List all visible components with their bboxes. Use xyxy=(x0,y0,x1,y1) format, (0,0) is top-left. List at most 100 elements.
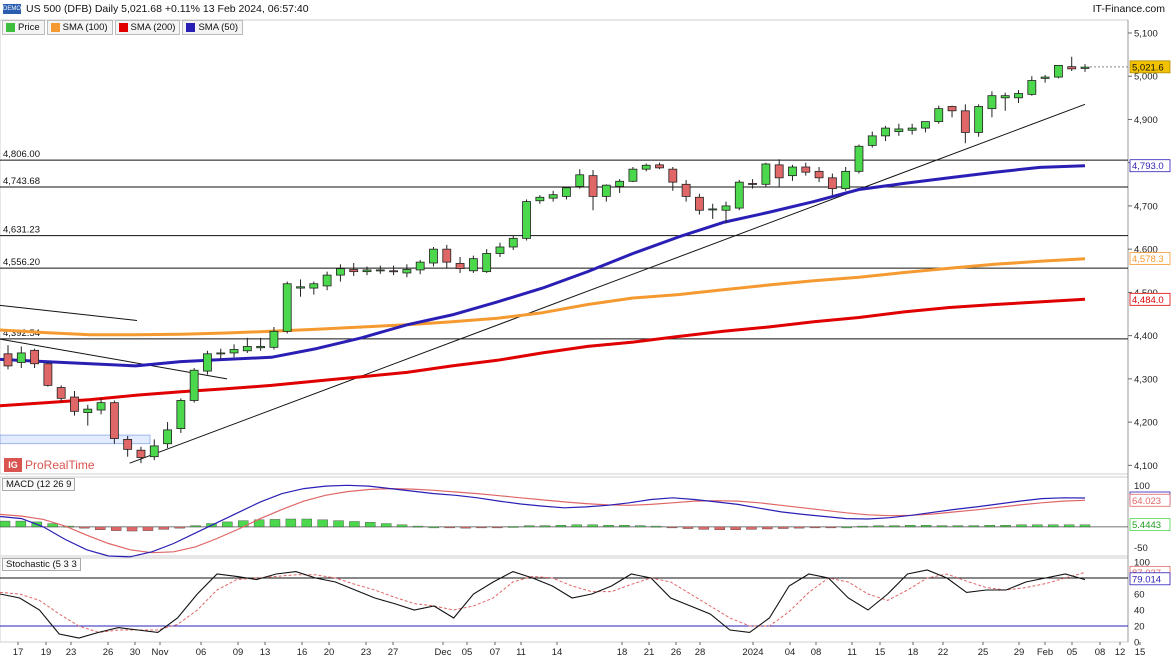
x-tick-label: 08 xyxy=(811,647,822,658)
price-tag-bg xyxy=(1129,252,1171,265)
candle-body xyxy=(748,183,757,185)
candle-body xyxy=(296,286,305,289)
level-label: 4,743.68 xyxy=(3,176,40,187)
x-tick-label: 11 xyxy=(516,647,526,658)
price-tick-label: 4,900 xyxy=(1134,115,1158,126)
macd-histogram-bar xyxy=(968,525,980,528)
macd-histogram-bar xyxy=(698,526,710,530)
stoch-d-line xyxy=(0,571,1086,633)
macd-histogram-bar xyxy=(158,526,170,530)
macd-histogram-bar xyxy=(809,526,821,529)
candle-body xyxy=(362,269,372,273)
x-tick-label: 29 xyxy=(1014,647,1025,658)
macd-histogram-bar xyxy=(523,525,535,528)
price-tag: 4,578.3 xyxy=(1132,254,1164,265)
stochastic-label[interactable]: Stochastic (5 3 3 xyxy=(2,558,81,571)
candle-body xyxy=(3,353,13,367)
macd-histogram-bar xyxy=(460,526,471,529)
price-tick-label: 4,600 xyxy=(1134,245,1158,256)
candle-body xyxy=(322,274,332,287)
candle-body xyxy=(375,269,385,272)
x-tick-label: 15 xyxy=(1135,647,1146,658)
legend-sma50[interactable]: SMA (50) xyxy=(182,20,244,35)
x-tick-label: 05 xyxy=(1067,647,1078,658)
candle-body xyxy=(96,402,106,411)
price-tag: 4,793.0 xyxy=(1132,161,1164,172)
legend-sma200[interactable]: SMA (200) xyxy=(114,20,181,35)
legend-sma100[interactable]: SMA (100) xyxy=(46,20,113,35)
macd-histogram-bar xyxy=(15,520,27,528)
candle-body xyxy=(841,170,851,190)
x-tick-label: 11 xyxy=(847,647,857,658)
candle-body xyxy=(947,106,957,112)
x-tick-label: 16 xyxy=(297,647,308,658)
x-tick-label: 23 xyxy=(66,647,77,658)
candle-body xyxy=(788,166,797,177)
legend-swatch xyxy=(50,23,60,32)
candle-body xyxy=(548,194,558,199)
price-tick-label: 4,100 xyxy=(1134,461,1158,472)
macd-label[interactable]: MACD (12 26 9 xyxy=(2,478,76,491)
macd-histogram-bar xyxy=(682,526,694,529)
macd-histogram-bar xyxy=(285,518,297,528)
candle-body xyxy=(974,106,984,133)
candle-body xyxy=(854,145,864,172)
legend-swatch xyxy=(118,23,128,32)
macd-histogram-bar xyxy=(778,526,789,529)
x-tick-label: 07 xyxy=(490,647,501,658)
brand-label: IT-Finance.com xyxy=(1092,3,1165,15)
candle-body xyxy=(482,253,492,273)
candle-body xyxy=(774,164,784,179)
indicator-legend: Price SMA (100) SMA (200) SMA (50) xyxy=(2,20,245,35)
candle-body xyxy=(907,127,917,131)
candle-body xyxy=(349,269,359,273)
candle-body xyxy=(229,349,239,354)
macd-histogram-bar xyxy=(730,526,741,531)
macd-histogram-bar xyxy=(79,526,90,529)
macd-histogram-bar xyxy=(317,519,328,528)
macd-histogram-bar xyxy=(396,524,408,528)
candle-body xyxy=(56,387,66,399)
candle-body xyxy=(708,208,718,211)
macd-histogram-bar xyxy=(1000,525,1011,528)
macd-tick-label: 100 xyxy=(1134,481,1150,492)
sma100-line xyxy=(0,257,1086,337)
candle-body xyxy=(1014,93,1023,99)
macd-histogram-bar xyxy=(444,526,455,529)
macd-histogram-bar xyxy=(619,525,630,528)
candle-body xyxy=(601,184,611,197)
x-tick-label: 23 xyxy=(361,647,372,658)
level-label: 4,806.00 xyxy=(3,149,40,160)
candle-body xyxy=(455,263,465,270)
x-tick-label: 19 xyxy=(41,647,52,658)
candle-body xyxy=(628,168,638,182)
macd-histogram-bar xyxy=(412,525,424,528)
macd-histogram-bar xyxy=(508,526,519,528)
candle-body xyxy=(681,183,691,197)
x-tick-label: 26 xyxy=(671,647,682,658)
x-tick-label: 09 xyxy=(233,647,244,658)
macd-tick-label: -50 xyxy=(1134,543,1148,554)
legend-swatch xyxy=(186,23,196,32)
candle-body xyxy=(163,429,172,445)
legend-price[interactable]: Price xyxy=(2,20,45,35)
macd-histogram-bar xyxy=(873,525,884,528)
price-tick-label: 5,000 xyxy=(1134,72,1158,83)
level-label-bg xyxy=(1,176,41,187)
x-tick-label: 18 xyxy=(617,647,628,658)
macd-histogram-bar xyxy=(1048,524,1059,528)
candle-body xyxy=(960,110,970,133)
level-label-bg xyxy=(1,327,41,338)
candle-body xyxy=(442,248,452,263)
macd-histogram-bar xyxy=(47,523,58,528)
candle-body xyxy=(522,201,531,239)
candle-body xyxy=(1054,65,1063,78)
candle-body xyxy=(189,369,199,401)
candle-body xyxy=(881,127,890,137)
macd-histogram-bar xyxy=(110,526,122,531)
x-tick-label: 15 xyxy=(875,647,886,658)
macd-histogram-bar xyxy=(174,526,185,529)
stoch-tick-label: 20 xyxy=(1134,622,1145,633)
macd-histogram-bar xyxy=(1032,524,1043,528)
